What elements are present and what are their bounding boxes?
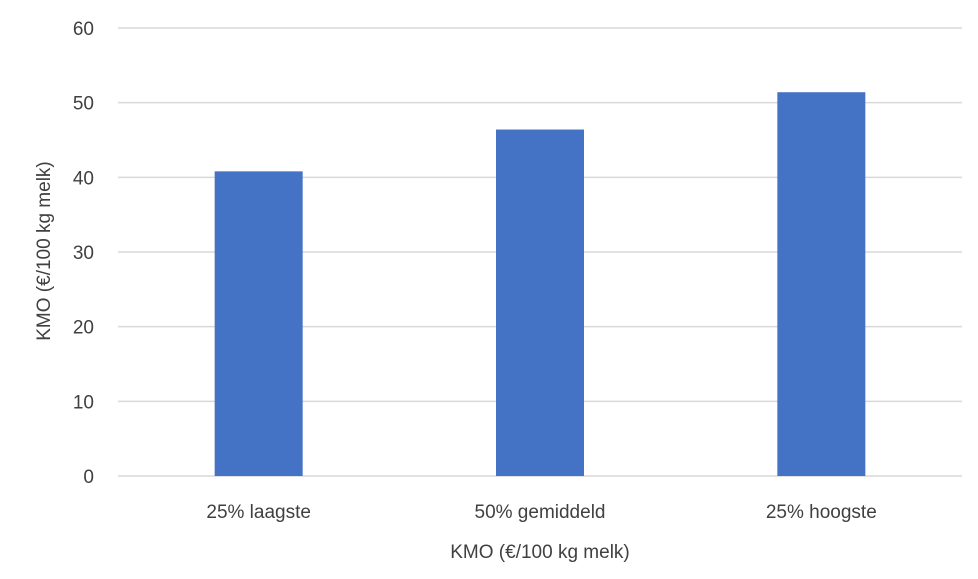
- bar-2: [496, 129, 584, 476]
- y-axis-title: KMO (€/100 kg melk): [34, 161, 55, 341]
- x-tick-label: 50% gemiddeld: [475, 502, 606, 523]
- y-tick-label: 60: [73, 19, 94, 40]
- x-axis-title: KMO (€/100 kg melk): [450, 542, 630, 563]
- x-axis-ticks: 25% laagste 50% gemiddeld 25% hoogste: [206, 502, 876, 523]
- bar-1: [214, 171, 303, 477]
- y-tick-label: 50: [73, 94, 94, 115]
- bars: [214, 92, 866, 477]
- x-tick-label: 25% laagste: [206, 502, 311, 523]
- bar-3: [777, 92, 866, 477]
- y-tick-label: 40: [73, 168, 94, 189]
- x-tick-label: 25% hoogste: [766, 502, 877, 523]
- y-axis-ticks: 0 10 20 30 40 50 60: [73, 19, 94, 488]
- y-tick-label: 10: [73, 392, 94, 413]
- y-tick-label: 0: [83, 467, 94, 488]
- y-tick-label: 30: [73, 243, 94, 264]
- y-tick-label: 20: [73, 318, 94, 339]
